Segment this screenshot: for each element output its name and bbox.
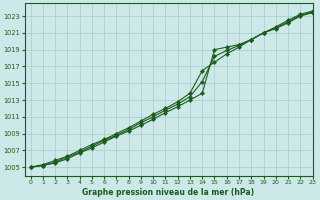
X-axis label: Graphe pression niveau de la mer (hPa): Graphe pression niveau de la mer (hPa) xyxy=(83,188,255,197)
